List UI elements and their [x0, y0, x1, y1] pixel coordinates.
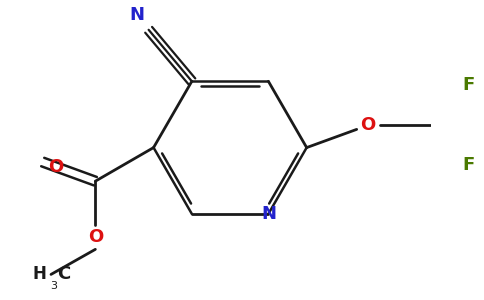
Text: C: C	[58, 266, 71, 284]
Text: N: N	[261, 205, 276, 223]
Text: O: O	[48, 158, 63, 176]
Text: O: O	[361, 116, 376, 134]
Text: F: F	[463, 76, 475, 94]
Text: O: O	[88, 228, 103, 246]
Text: F: F	[463, 156, 475, 174]
Text: 3: 3	[50, 281, 57, 291]
Text: H: H	[32, 266, 46, 284]
Text: N: N	[129, 7, 144, 25]
